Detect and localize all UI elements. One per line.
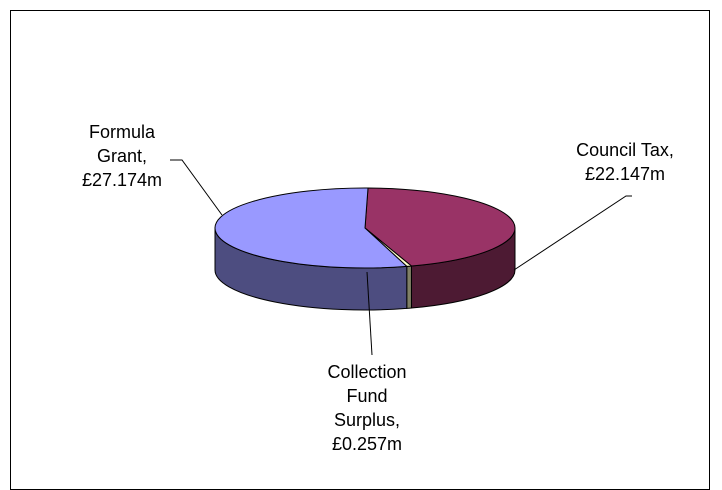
- data-label-formula-grant: Formula Grant, £27.174m: [52, 120, 192, 192]
- data-label-line: Formula: [88, 122, 155, 142]
- data-label-line: Surplus,: [333, 410, 401, 430]
- pie-slice-council-tax: [364, 187, 516, 267]
- leader-line-council-tax: [513, 195, 632, 271]
- data-label-line: Grant,: [96, 146, 148, 166]
- data-label-line: £0.257m: [331, 434, 403, 454]
- data-label-line: £22.147m: [584, 164, 666, 184]
- leader-line-collection-fund-surplus: [366, 271, 373, 356]
- leader-lines: [170, 159, 632, 356]
- data-label-collection-fund-surplus: Collection Fund Surplus, £0.257m: [302, 360, 432, 456]
- data-label-line: £27.174m: [81, 170, 163, 190]
- pie-slice-formula-grant: [214, 187, 408, 269]
- data-label-council-tax: Council Tax, £22.147m: [560, 138, 690, 186]
- data-label-line: Fund: [346, 386, 388, 406]
- data-label-line: Council Tax,: [576, 140, 674, 160]
- data-label-line: Collection: [327, 362, 407, 382]
- leader-line-formula-grant: [170, 159, 223, 216]
- pie-tops: [214, 187, 516, 269]
- pie-side-collection-fund-surplus: [406, 265, 412, 309]
